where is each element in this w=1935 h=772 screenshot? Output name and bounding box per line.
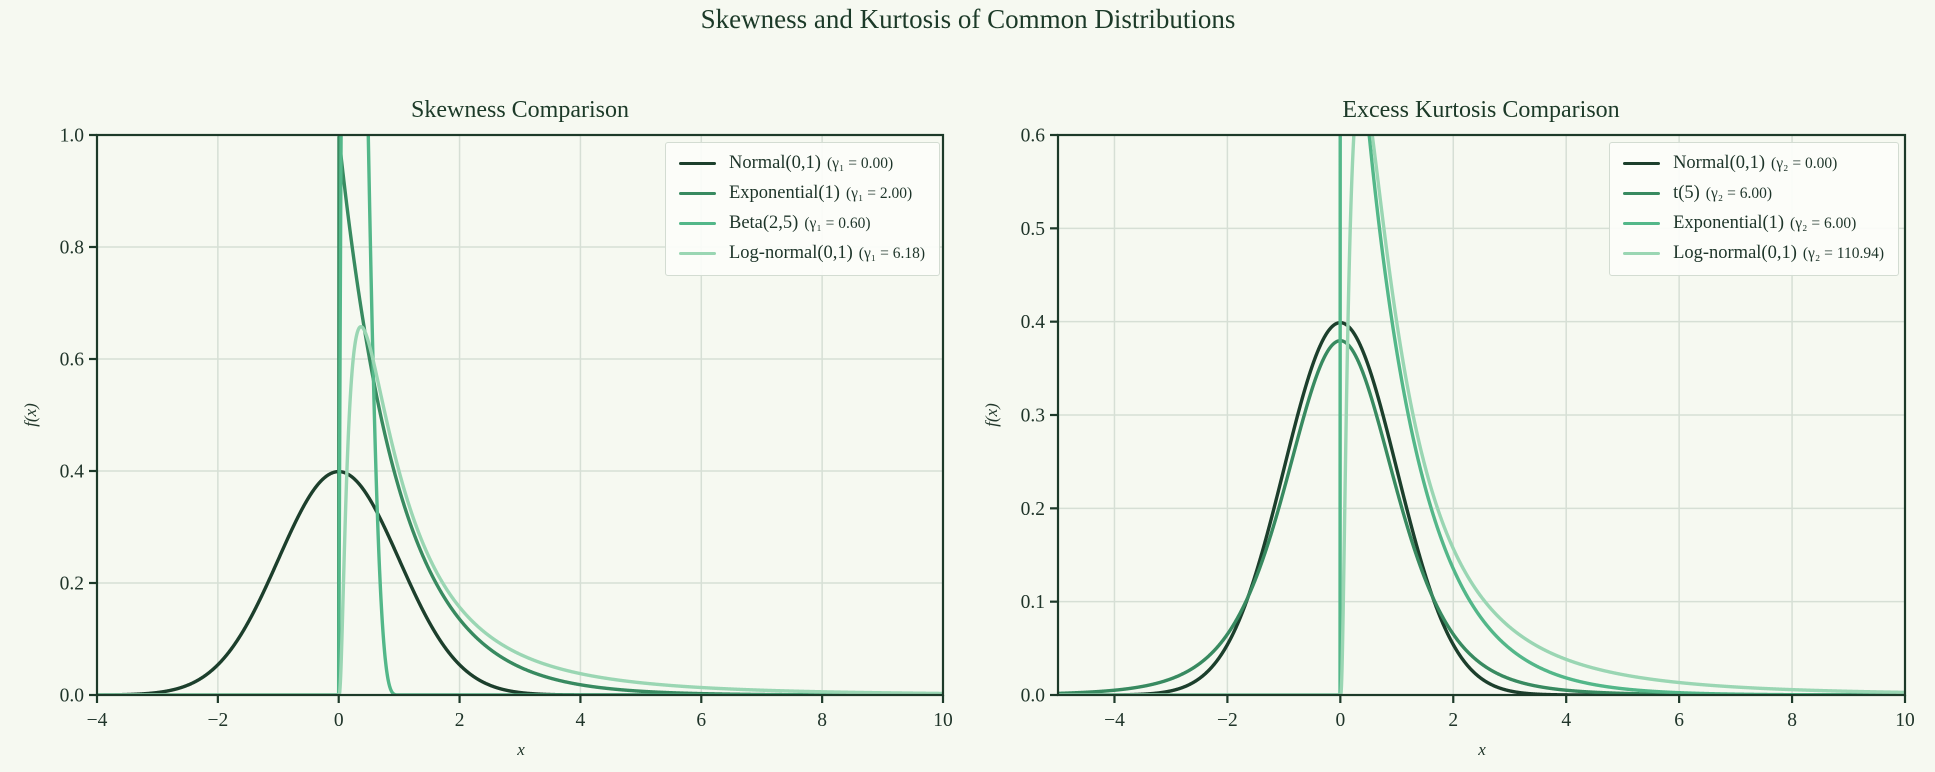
- x-tick-label: 0: [1335, 710, 1345, 731]
- legend-item: Beta(2,5) (γ₁ = 0.60): [678, 213, 925, 234]
- x-tick-label: 10: [933, 710, 953, 731]
- legend-item: Normal(0,1) (γ₁ = 0.00): [678, 153, 925, 174]
- legend-label: Normal(0,1): [1673, 153, 1766, 173]
- legend-stat: (γ₁ = 2.00): [845, 185, 913, 202]
- legend-stat: (γ₁ = 0.60): [804, 215, 871, 232]
- x-tick-label: 10: [1895, 710, 1915, 731]
- y-tick-label: 0.0: [60, 686, 84, 707]
- legend-swatch: [678, 191, 716, 196]
- right-y-axis-label: f(x): [982, 403, 1001, 427]
- y-tick-label: 1.0: [60, 126, 84, 147]
- x-tick-label: 8: [1787, 710, 1797, 731]
- legend-swatch: [1623, 251, 1661, 256]
- x-tick-label: 6: [1674, 710, 1684, 731]
- legend-label: t(5): [1673, 183, 1700, 203]
- axes-frame: [95, 133, 945, 697]
- x-tick-label: −2: [207, 710, 228, 731]
- x-tick-label: −4: [1104, 710, 1125, 731]
- x-tick-label: 4: [1561, 710, 1571, 731]
- x-tick-label: 6: [696, 710, 706, 731]
- curves-group: [1058, 135, 1905, 695]
- legend-label: Exponential(1): [728, 183, 840, 203]
- x-tick-label: 2: [1448, 710, 1458, 731]
- curve-t-5-: [1058, 339, 1905, 695]
- curves-group: [97, 135, 943, 695]
- legend-stat: (γ₁ = 6.18): [858, 245, 925, 262]
- right-x-axis-label: x: [1478, 740, 1486, 759]
- left-legend: Normal(0,1) (γ₁ = 0.00) Exponential(1) (…: [664, 142, 940, 276]
- legend-item: Exponential(1) (γ₁ = 2.00): [678, 183, 925, 204]
- legend-label: Beta(2,5): [728, 213, 799, 233]
- legend-item: Normal(0,1) (γ₂ = 0.00): [1623, 153, 1884, 174]
- legend-label: Exponential(1): [1673, 213, 1785, 233]
- curve-normal-0-1-: [1058, 320, 1905, 695]
- legend-label: Log-normal(0,1): [728, 243, 853, 263]
- x-tick-label: −4: [87, 710, 108, 731]
- x-tick-label: −2: [1217, 710, 1238, 731]
- curve-log-normal-0-1-: [97, 324, 943, 695]
- curve-normal-0-1-: [97, 469, 943, 695]
- x-tick-label: 0: [334, 710, 344, 731]
- left-x-axis-label: x: [517, 740, 525, 759]
- x-tick-label: 2: [455, 710, 465, 731]
- figure-title: Skewness and Kurtosis of Common Distribu…: [700, 4, 1236, 34]
- y-tick-label: 0.6: [1021, 126, 1046, 147]
- legend-item: Log-normal(0,1) (γ₁ = 6.18): [678, 243, 925, 264]
- legend-item: Log-normal(0,1) (γ₂ = 110.94): [1623, 243, 1884, 264]
- y-tick-label: 0.6: [60, 350, 85, 371]
- y-tick-label: 0.0: [1021, 686, 1045, 707]
- y-tick-label: 0.3: [1021, 406, 1045, 427]
- legend-swatch: [1623, 161, 1661, 166]
- legend-item: Exponential(1) (γ₂ = 6.00): [1623, 213, 1884, 234]
- legend-stat: (γ₂ = 0.00): [1771, 155, 1838, 172]
- legend-swatch: [678, 251, 716, 256]
- x-tick-label: 8: [817, 710, 827, 731]
- x-tick-label: 4: [576, 710, 586, 731]
- y-tick-label: 0.8: [60, 238, 84, 259]
- legend-item: t(5) (γ₂ = 6.00): [1623, 183, 1884, 204]
- legend-swatch: [1623, 191, 1661, 196]
- curve-exponential-1-: [1058, 135, 1905, 695]
- legend-stat: (γ₂ = 6.00): [1790, 215, 1857, 232]
- legend-stat: (γ₂ = 110.94): [1802, 245, 1884, 262]
- legend-stat: (γ₁ = 0.00): [826, 155, 894, 172]
- curve-beta-2-5-: [97, 135, 943, 695]
- left-plot-title: Skewness Comparison: [411, 97, 629, 123]
- left-y-axis-label: f(x): [21, 403, 40, 427]
- legend-swatch: [678, 221, 716, 226]
- y-tick-label: 0.2: [60, 574, 84, 595]
- y-tick-label: 0.2: [1021, 499, 1045, 520]
- y-tick-label: 0.4: [1021, 312, 1046, 333]
- right-plot-title: Excess Kurtosis Comparison: [1342, 97, 1620, 123]
- legend-stat: (γ₂ = 6.00): [1705, 185, 1772, 202]
- y-tick-label: 0.4: [60, 462, 85, 483]
- legend-label: Normal(0,1): [728, 153, 821, 173]
- legend-label: Log-normal(0,1): [1673, 243, 1797, 263]
- right-legend: Normal(0,1) (γ₂ = 0.00) t(5) (γ₂ = 6.00)…: [1609, 142, 1899, 276]
- y-tick-label: 0.5: [1021, 219, 1045, 240]
- curve-log-normal-0-1-: [1058, 135, 1905, 695]
- legend-swatch: [678, 161, 716, 166]
- y-tick-label: 0.1: [1021, 592, 1045, 613]
- legend-swatch: [1623, 221, 1661, 226]
